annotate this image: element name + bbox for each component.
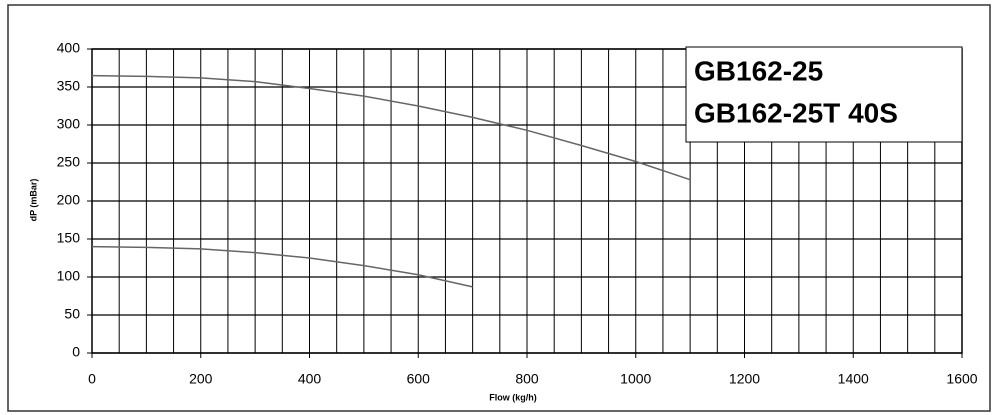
label-box <box>685 46 963 143</box>
y-tick-label: 150 <box>57 230 81 246</box>
x-tick-label: 800 <box>515 371 539 387</box>
x-tick-label: 600 <box>407 371 431 387</box>
curve <box>91 74 691 181</box>
y-tick-label: 250 <box>57 154 81 170</box>
x-tick-label: 1200 <box>729 371 760 387</box>
y-tick-label: 0 <box>72 344 80 360</box>
x-tick-label: 1600 <box>946 371 977 387</box>
x-axis-label: Flow (kg/h) <box>489 392 537 402</box>
annotation: GB162-25T 40S <box>694 97 898 128</box>
x-tick-label: 200 <box>189 371 213 387</box>
y-tick-label: 300 <box>57 116 81 132</box>
curve <box>91 245 473 288</box>
x-tick-label: 0 <box>88 371 96 387</box>
x-tick-label: 400 <box>298 371 322 387</box>
y-tick-label: 100 <box>57 268 81 284</box>
x-tick-label: 1000 <box>620 371 651 387</box>
x-tick-label: 1400 <box>838 371 869 387</box>
y-tick-label: 50 <box>64 306 80 322</box>
annotation: GB162-25 <box>694 55 823 86</box>
y-axis-label: dP (mBar) <box>28 179 38 222</box>
y-tick-label: 200 <box>57 192 81 208</box>
y-tick-label: 400 <box>57 40 81 56</box>
y-tick-label: 350 <box>57 78 81 94</box>
